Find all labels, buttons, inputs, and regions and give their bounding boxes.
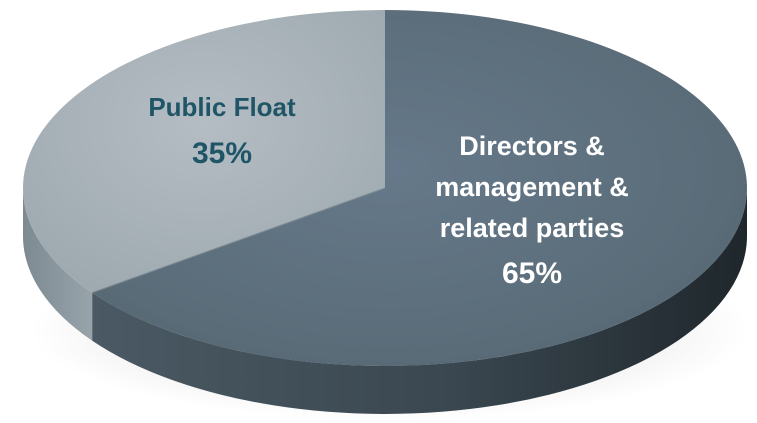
directors-slice [92, 10, 748, 367]
public-float-slice-side [23, 188, 93, 341]
pie-sides [23, 188, 747, 414]
slice-label-directors: Directors & management & related parties… [435, 131, 629, 290]
slice-label-public-float: Public Float 35% [148, 92, 296, 170]
public-float-label: Public Float [148, 92, 296, 122]
public-float-value: 35% [192, 137, 252, 170]
directors-label-line-3: related parties [440, 213, 625, 243]
directors-label-line-1: Directors & [459, 131, 605, 161]
slice-divider [91, 187, 386, 294]
pie-tops [22, 10, 748, 367]
public-float-slice [22, 10, 385, 293]
directors-value: 65% [502, 257, 562, 290]
directors-label-line-2: management & [435, 172, 629, 202]
directors-slice-side [92, 188, 747, 414]
